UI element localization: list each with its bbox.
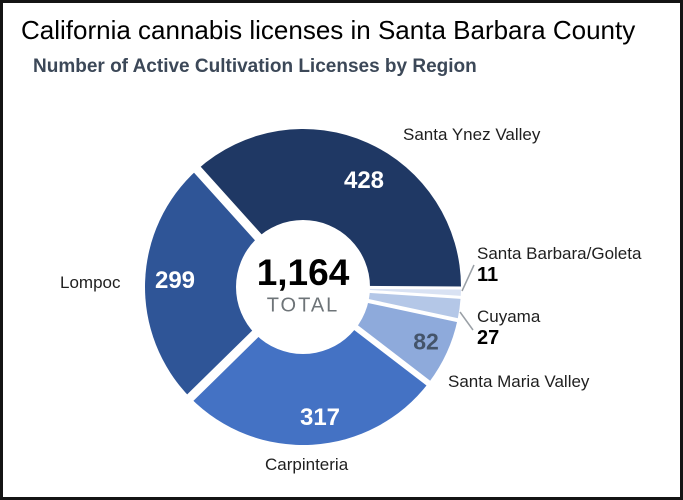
value-label-lompoc: 299 [154,267,196,294]
value-label-santa-ynez-valley: 428 [343,167,385,194]
donut-center-label: TOTAL [266,294,340,317]
chart-subtitle: Number of Active Cultivation Licenses by… [33,56,477,77]
slice-label-santa-ynez-valley: Santa Ynez Valley [403,125,541,144]
value-label-santa-maria-valley: 82 [413,328,439,355]
donut-slices [145,128,462,445]
donut-chart: 1,164 TOTAL 428 82 317 299 Santa Ynez Va… [3,3,680,497]
chart-title: California cannabis licenses in Santa Ba… [21,15,636,45]
slice-label-carpinteria: Carpinteria [265,455,349,474]
donut-slice-carpinteria [190,287,429,445]
slice-label-group-santa-barbara-goleta: Santa Barbara/Goleta 11 [477,244,641,286]
donut-slice-lompoc [145,169,303,398]
donut-hole [236,220,370,354]
slice-label-lompoc: Lompoc [60,273,121,292]
donut-slice-santa-ynez-valley [197,128,462,289]
leader-line-santa-barbara-goleta [461,264,475,292]
value-label-carpinteria: 317 [299,404,341,431]
slice-label-cuyama: Cuyama [477,307,541,326]
value-label-cuyama: 27 [477,327,500,349]
value-label-santa-barbara-goleta: 11 [477,264,499,286]
slice-label-santa-maria-valley: Santa Maria Valley [448,372,590,391]
slice-label-santa-barbara-goleta: Santa Barbara/Goleta [477,244,642,263]
leader-line-cuyama [459,311,474,331]
donut-chart-svg [145,128,475,445]
donut-center-total: 1,164 [256,252,350,293]
slice-label-group-cuyama: Cuyama 27 [477,307,540,349]
